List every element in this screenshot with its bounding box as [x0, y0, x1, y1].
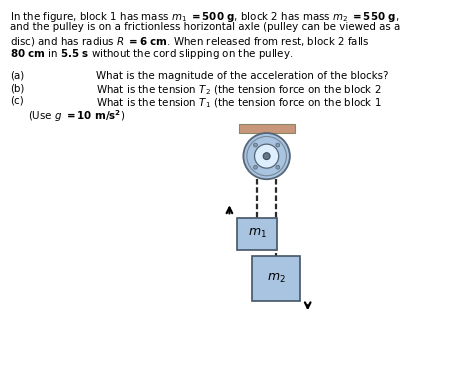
Circle shape — [253, 165, 257, 169]
Circle shape — [255, 144, 279, 168]
Text: disc) and has radius $\mathbf{\it{R}}$ $\mathbf{= 6\ cm}$. When released from re: disc) and has radius $\mathbf{\it{R}}$ $… — [10, 35, 370, 48]
Text: (c): (c) — [10, 96, 24, 106]
Circle shape — [276, 165, 280, 169]
Text: $m_2$: $m_2$ — [267, 272, 285, 285]
Circle shape — [253, 143, 257, 147]
Text: (a): (a) — [10, 71, 24, 81]
Text: $m_1$: $m_1$ — [248, 227, 267, 241]
Text: What is the magnitude of the acceleration of the blocks?: What is the magnitude of the acceleratio… — [96, 71, 389, 81]
Text: (b): (b) — [10, 83, 24, 94]
Bar — [239, 124, 295, 133]
Text: What is the tension $T_1$ (the tension force on the block 1: What is the tension $T_1$ (the tension f… — [96, 96, 382, 110]
Text: $\mathbf{80\ cm}$ in $\mathbf{5.5\ s}$ without the cord slipping on the pulley.: $\mathbf{80\ cm}$ in $\mathbf{5.5\ s}$ w… — [10, 47, 293, 61]
Text: In the figure, block 1 has mass $\mathbf{\it{m}_1}$ $\mathbf{= 500\ g}$, block 2: In the figure, block 1 has mass $\mathbf… — [10, 10, 399, 24]
Text: (Use $g$ $\mathbf{= 10\ m/s^2}$): (Use $g$ $\mathbf{= 10\ m/s^2}$) — [28, 108, 125, 124]
Circle shape — [243, 133, 290, 179]
Circle shape — [263, 152, 270, 160]
Text: What is the tension $T_2$ (the tension force on the block 2: What is the tension $T_2$ (the tension f… — [96, 83, 382, 97]
Bar — [252, 256, 300, 301]
Bar — [237, 218, 278, 250]
Text: and the pulley is on a frictionless horizontal axle (pulley can be viewed as a: and the pulley is on a frictionless hori… — [10, 22, 400, 32]
Circle shape — [276, 143, 280, 147]
